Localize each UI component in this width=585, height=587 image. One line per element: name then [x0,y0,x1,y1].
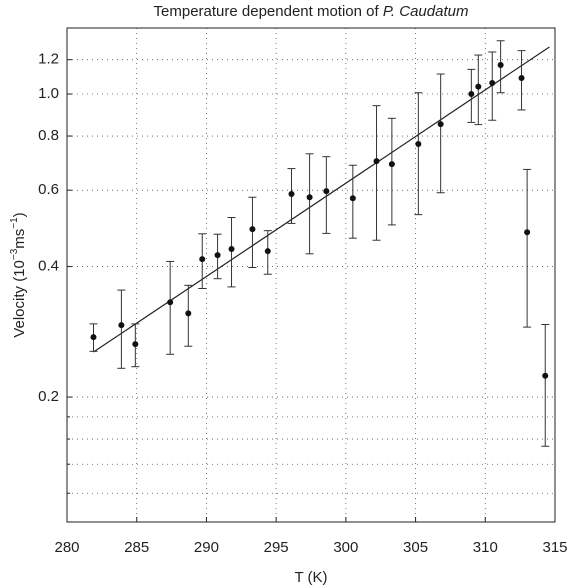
x-tick-label: 290 [194,539,219,556]
ylabel-part: Velocity (10 [11,260,28,338]
ylabel-part: ms [11,229,28,249]
data-point [468,91,475,98]
y-tick-label: 0.8 [38,127,59,144]
x-tick-label: 295 [264,539,289,556]
x-tick-label: 300 [333,539,358,556]
data-point [323,188,330,195]
data-point [437,121,444,128]
x-tick-label: 310 [473,539,498,556]
x-axis-label: T (K) [294,569,327,586]
title-species: P. Caudatum [383,3,469,20]
data-point [524,229,531,236]
data-point [264,248,271,255]
data-point [475,83,482,90]
data-point [288,191,295,198]
y-tick-label: 0.6 [38,181,59,198]
data-point [90,334,97,341]
data-point [489,80,496,87]
ylabel-part: −3 [9,248,20,260]
fit-line [93,46,550,353]
data-point [542,372,549,379]
data-point [518,74,525,81]
ylabel-part: −1 [9,217,20,229]
x-tick-label: 315 [542,539,567,556]
data-point [214,252,221,259]
y-tick-label: 1.2 [38,51,59,68]
y-axis-label: Velocity (10−3ms−1) [9,212,28,337]
data-point [228,246,235,253]
data-point [249,226,256,233]
x-tick-label: 305 [403,539,428,556]
y-tick-label: 0.4 [38,258,59,275]
data-point [497,61,504,68]
data-point [415,140,422,147]
data-point [185,310,192,317]
plot-frame [66,27,556,523]
data-point [306,194,313,201]
data-point [388,161,395,168]
title-text: Temperature dependent motion of [154,3,380,20]
y-tick-label: 0.2 [38,388,59,405]
data-point [132,341,139,348]
chart-title: Temperature dependent motion of P. Cauda… [154,3,469,20]
data-point [199,256,206,263]
data-point [167,299,174,306]
data-point [373,158,380,165]
x-tick-label: 285 [124,539,149,556]
data-point [349,195,356,202]
data-point [118,322,125,329]
x-tick-label: 280 [54,539,79,556]
y-tick-label: 1.0 [38,85,59,102]
ylabel-part: ) [11,212,28,217]
